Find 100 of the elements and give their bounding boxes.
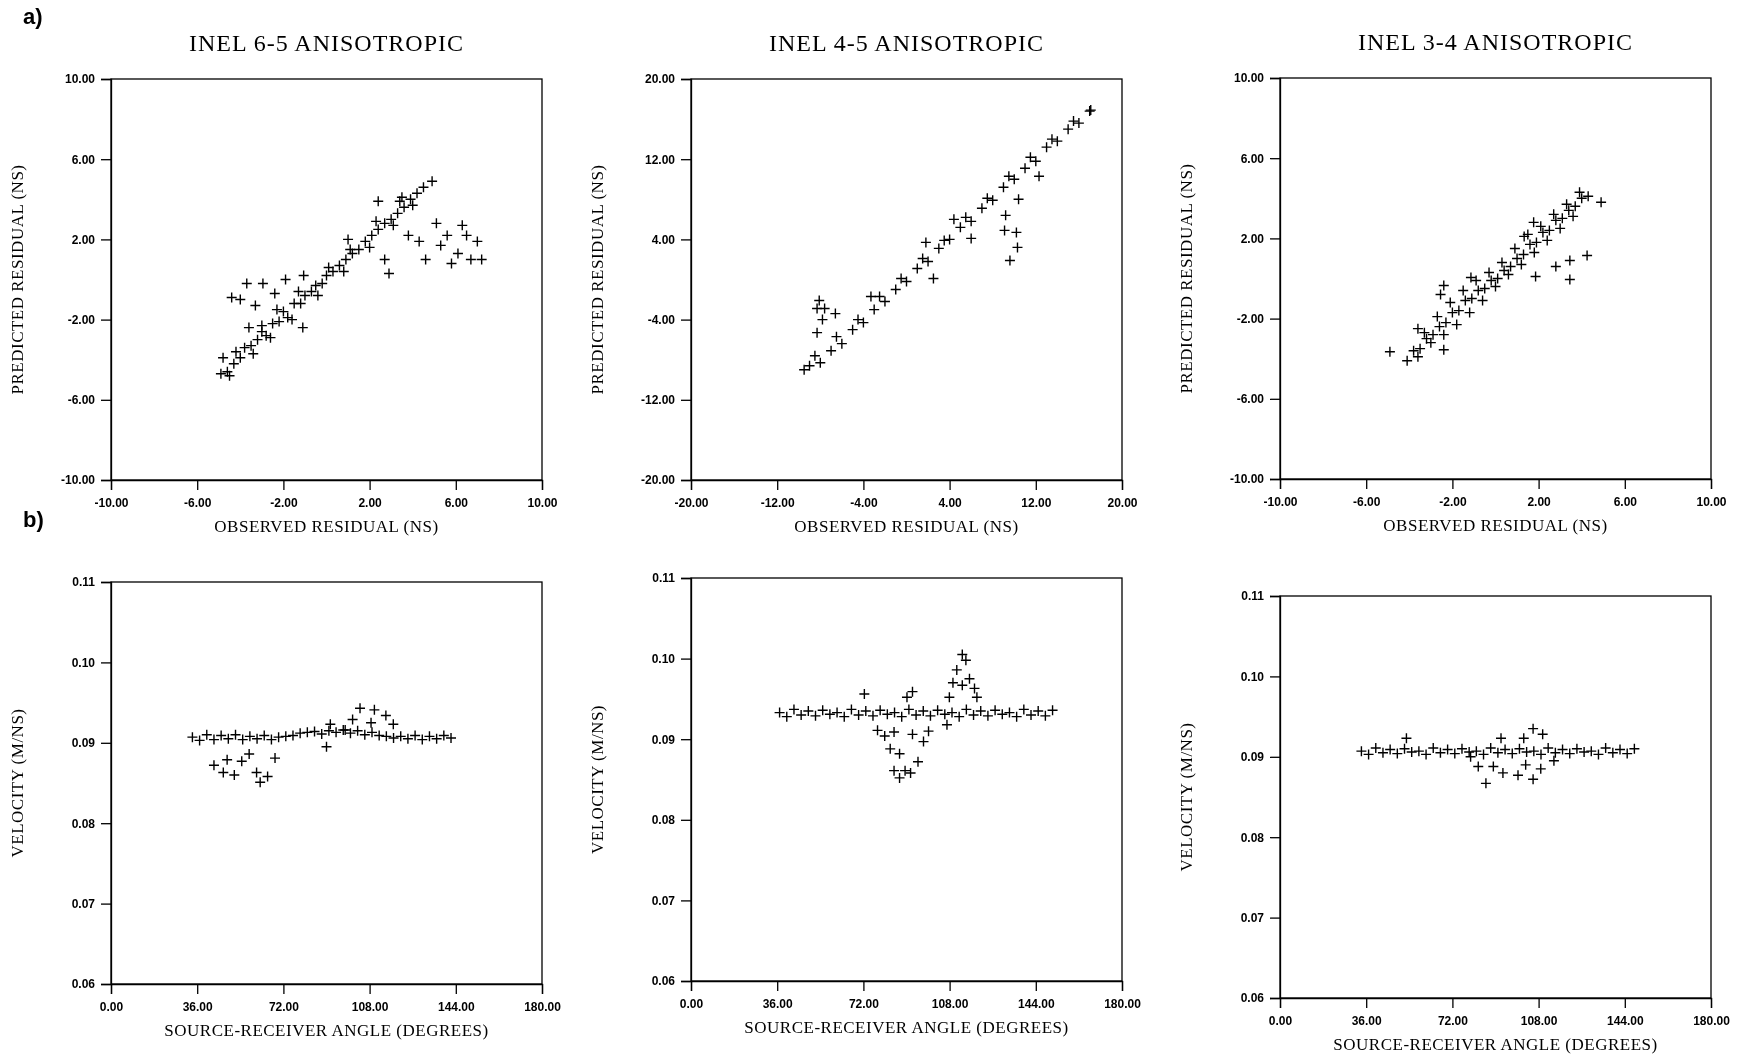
point (1487, 760, 1500, 773)
point (323, 725, 335, 737)
x-tick-label: -6.00 (184, 495, 212, 510)
point (1010, 226, 1023, 239)
x-tick-label: 108.00 (351, 999, 389, 1014)
x-tick-label: 0.00 (99, 999, 124, 1014)
point (998, 224, 1011, 237)
x-tick-label: 144.00 (437, 999, 475, 1014)
y-tick-label: 0.11 (72, 575, 96, 590)
point (1062, 123, 1074, 135)
x-tick-label: -10.00 (94, 495, 129, 510)
x-tick-label: 144.00 (1606, 1013, 1644, 1028)
x-tick-label: 12.00 (1021, 495, 1052, 510)
point (261, 770, 274, 783)
point (1011, 241, 1024, 254)
point (236, 755, 248, 767)
point (380, 730, 393, 743)
x-axis-title: SOURCE-RECEIVER ANGLE (DEGREES) (744, 1018, 1069, 1037)
point (380, 709, 392, 722)
point (1004, 254, 1016, 267)
text: b) (23, 507, 44, 532)
point (280, 730, 292, 743)
point (1495, 732, 1507, 745)
point (890, 283, 902, 296)
x-tick-label: 180.00 (1693, 1013, 1731, 1028)
point (1019, 162, 1031, 174)
point (1527, 722, 1539, 735)
y-tick-label: 0.11 (1241, 589, 1265, 604)
y-tick-label: 0.07 (71, 896, 96, 911)
point (368, 704, 381, 716)
point (1527, 773, 1539, 786)
y-tick-label: 0.08 (71, 816, 96, 831)
point (365, 717, 377, 729)
x-tick-label: 180.00 (1104, 996, 1142, 1011)
y-tick-label: 0.09 (651, 732, 676, 747)
point (320, 741, 333, 753)
point (911, 262, 923, 275)
x-tick-label: 6.00 (1613, 494, 1638, 509)
point (1464, 751, 1477, 763)
chart-title: INEL 4-5 ANISOTROPIC (768, 30, 1045, 56)
point (927, 272, 940, 285)
y-tick-label: 12.00 (644, 152, 676, 167)
point (825, 344, 837, 357)
y-tick-label: 0.11 (652, 571, 676, 586)
x-tick-label: -12.00 (760, 495, 796, 510)
x-tick-label: 108.00 (931, 996, 969, 1011)
point (965, 232, 977, 245)
x-tick-label: 36.00 (762, 996, 794, 1011)
point (865, 290, 877, 303)
y-tick-label: 10.00 (64, 72, 96, 87)
point (1536, 728, 1549, 740)
y-tick-label: 0.10 (651, 651, 676, 666)
point (798, 364, 810, 376)
x-axis-title: OBSERVED RESIDUAL (NS) (1383, 516, 1608, 535)
point (250, 766, 263, 779)
x-tick-label: 36.00 (182, 999, 214, 1014)
y-tick-label: 0.08 (651, 813, 676, 828)
point (254, 776, 266, 788)
x-axis-title: SOURCE-RECEIVER ANGLE (DEGREES) (1333, 1035, 1658, 1054)
x-tick-label: 0.00 (679, 996, 704, 1011)
y-tick-label: 10.00 (1233, 71, 1265, 86)
y-tick-label: 6.00 (1240, 151, 1265, 166)
point (920, 236, 932, 249)
x-tick-label: 2.00 (358, 495, 383, 510)
y-tick-label: 0.07 (1240, 910, 1265, 925)
x-tick-label: -20.00 (674, 495, 709, 510)
point (997, 181, 1010, 193)
x-tick-label: 72.00 (268, 999, 300, 1014)
y-axis-title: VELOCITY (M/NS) (1177, 722, 1196, 872)
y-tick-label: 0.06 (651, 974, 676, 989)
y-axis-title: VELOCITY (M/NS) (588, 705, 607, 854)
point (1033, 170, 1045, 182)
point (387, 732, 400, 744)
point (208, 759, 220, 772)
y-axis-title: PREDICTED RESIDUAL (NS) (588, 164, 607, 395)
point (243, 748, 255, 760)
point (999, 209, 1012, 222)
x-tick-label: 20.00 (1107, 495, 1138, 510)
point (354, 702, 366, 714)
point (816, 313, 829, 326)
point (1548, 755, 1560, 767)
y-tick-label: 0.06 (1240, 991, 1265, 1006)
y-axis-title: VELOCITY (M/NS) (8, 708, 27, 858)
point (943, 233, 956, 246)
x-tick-label: 72.00 (1437, 1013, 1469, 1028)
x-tick-label: -6.00 (1353, 494, 1381, 509)
point (294, 727, 306, 739)
y-tick-label: 6.00 (71, 152, 96, 167)
x-tick-label: 144.00 (1017, 996, 1055, 1011)
x-axis-title: SOURCE-RECEIVER ANGLE (DEGREES) (164, 1021, 489, 1040)
y-tick-label: -4.00 (647, 312, 676, 327)
y-axis-title: PREDICTED RESIDUAL (NS) (8, 164, 27, 395)
x-tick-label: -2.00 (270, 495, 298, 510)
y-tick-label: -2.00 (1236, 311, 1265, 326)
y-axis-title: PREDICTED RESIDUAL (NS) (1177, 163, 1196, 394)
point (287, 729, 299, 742)
y-tick-label: 2.00 (1240, 231, 1265, 246)
point (1012, 193, 1025, 205)
point (228, 769, 241, 781)
y-tick-label: 0.10 (71, 655, 96, 670)
